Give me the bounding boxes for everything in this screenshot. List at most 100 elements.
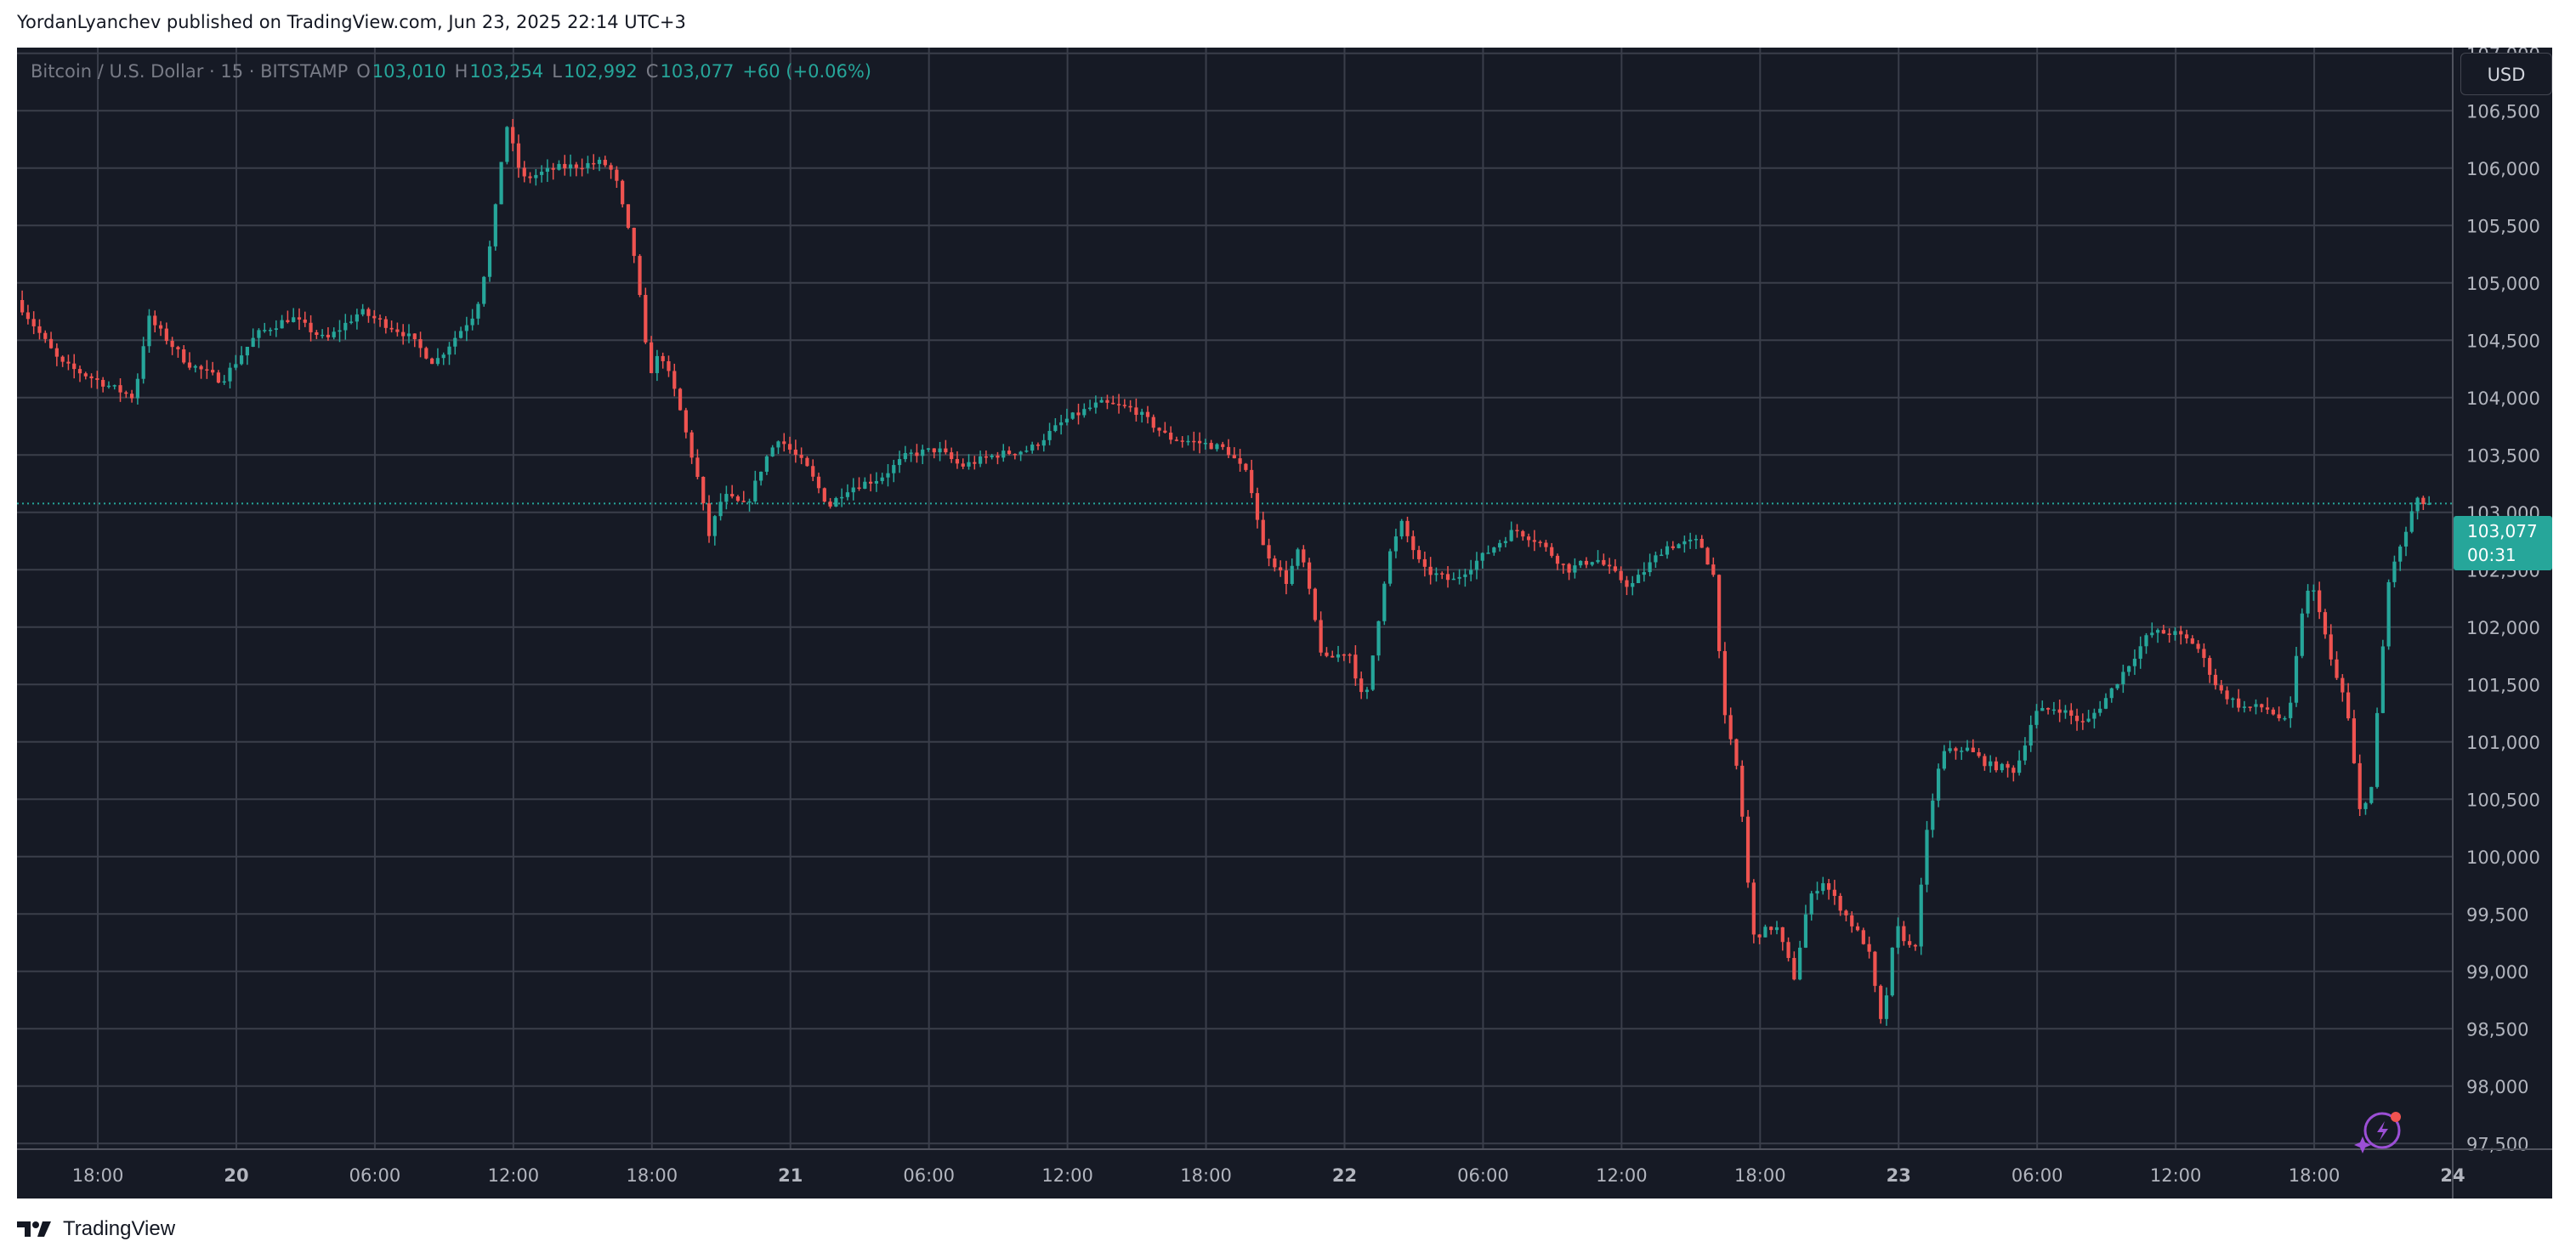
candle-up [1809,893,1813,915]
candle-up [1186,440,1190,443]
candle-down [667,360,671,371]
candle-down [2277,714,2281,719]
footer-brand[interactable]: TradingView [17,1214,175,1244]
x-tick-label: 12:00 [2150,1165,2202,1186]
candle-up [2138,646,2142,659]
candle-up [1041,439,1046,446]
candle-up [978,456,983,464]
legend-open-value: 103,010 [372,61,446,82]
candle-down [511,127,515,144]
candle-up [274,328,278,331]
candle-down [2237,698,2241,708]
candle-down [857,487,861,490]
chart-panel[interactable]: 97,500 98,000 98,500 99,000 99,500 100,000 100… [17,48,2552,1198]
icon-layer [2354,1112,2401,1153]
candle-up [2306,590,2310,614]
candle-up [2115,683,2119,688]
candle-down [644,294,648,343]
candle-down [48,338,54,348]
axis-layer: 97,500 98,000 98,500 99,000 99,500 100,000 100… [17,48,2552,1198]
candle-down [1728,715,1733,740]
candle-down [164,328,168,342]
candle-down [626,204,631,229]
candle-up [1579,560,1583,566]
candle-down [2335,659,2339,678]
x-tick-label: 18:00 [2289,1165,2341,1186]
candle-down [2318,590,2322,613]
candle-up [909,452,913,454]
candle-down [793,449,797,456]
candle-down [1416,550,1421,559]
candle-up [1059,422,1064,426]
candle-up [938,448,942,453]
candle-up [1215,444,1219,450]
candle-up [534,174,538,178]
candle-up [990,455,994,457]
candle-down [1192,440,1196,443]
candle-down [1313,588,1317,620]
candle-down [1711,564,1716,575]
candle-down [1705,547,1710,565]
candle-up [2121,672,2125,684]
candle-down [1226,446,1231,456]
candle-up [1434,573,1438,575]
candle-down [661,355,665,361]
candle-down [2225,690,2229,700]
candle-down [182,348,186,363]
candle-up [1486,552,1490,554]
candle-down [1873,951,1877,986]
candle-down [1428,566,1433,575]
candle-down [1913,944,1918,947]
candle-down [787,444,792,450]
candle-down [170,341,174,348]
candle-up [1803,914,1808,948]
candle-down [101,379,105,387]
candle-up [1393,536,1399,552]
candle-down [2161,630,2165,634]
candle-up [193,366,197,368]
candle-up [1064,418,1070,422]
candle-up [759,471,763,481]
candle-up [1931,800,1935,830]
candle-down [77,369,82,374]
candle-down [1954,748,1958,751]
candle-down [1792,958,1796,980]
candle-up [222,381,226,383]
candle-down [1244,463,1248,470]
candle-down [2352,718,2357,763]
candle-up [540,172,544,175]
candle-up [1660,554,1664,557]
candle-down [389,327,394,330]
candle-down [2260,704,2264,708]
candle-down [95,378,99,380]
legend-change-value: +60 (+0.06%) [742,61,871,82]
candle-up [863,481,867,489]
candle-up [747,501,752,503]
candles-layer [20,118,2431,1026]
candle-up [892,465,896,473]
candle-down [2080,721,2085,722]
candle-down [2011,768,2016,774]
legend-open-label: O [356,61,371,82]
candle-up [505,127,509,162]
candle-up [2109,688,2114,699]
candlestick-chart[interactable]: 97,500 98,000 98,500 99,000 99,500 100,000 100… [17,48,2552,1198]
candle-down [1844,910,1848,915]
candle-down [2265,707,2270,710]
currency-button[interactable]: USD [2460,53,2552,95]
candle-up [1573,565,1577,573]
candle-down [984,456,988,458]
candle-down [1128,405,1132,408]
candle-down [1532,540,1536,542]
candle-up [1399,520,1404,537]
candle-down [563,163,567,169]
candle-down [1850,915,1854,926]
candle-down [83,373,88,377]
candle-up [967,462,971,467]
candle-down [383,319,388,328]
candle-down [672,371,677,389]
candle-up [1376,620,1381,656]
candle-down [1977,751,1981,756]
candle-up [1388,551,1393,584]
candle-down [377,318,383,320]
